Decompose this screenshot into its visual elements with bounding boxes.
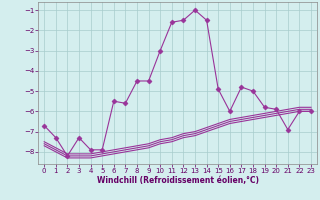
X-axis label: Windchill (Refroidissement éolien,°C): Windchill (Refroidissement éolien,°C) (97, 176, 259, 185)
